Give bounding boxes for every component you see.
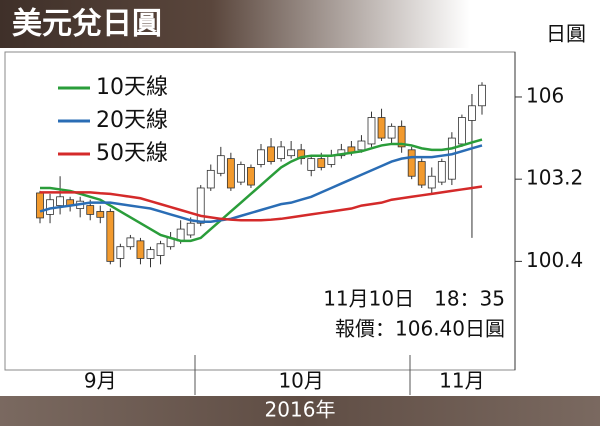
- candle-body: [156, 243, 165, 256]
- candle-body: [287, 149, 296, 157]
- y-axis-label: 日圓: [546, 22, 586, 46]
- candle-body: [116, 246, 125, 259]
- y-tick-label: 100.4: [526, 248, 583, 272]
- candle-body: [427, 175, 436, 189]
- candle-body: [196, 187, 205, 224]
- x-tick-label: 9月: [84, 369, 117, 393]
- legend-label: 10天線: [96, 75, 168, 100]
- candle-body: [437, 161, 446, 183]
- ma-line: [39, 144, 483, 223]
- candle-body: [458, 117, 466, 145]
- candle-body: [226, 158, 235, 189]
- candle-body: [297, 149, 306, 160]
- candle-body: [367, 117, 376, 145]
- candle-body: [106, 211, 115, 262]
- candle-body: [317, 158, 326, 168]
- ma-line: [40, 185, 483, 222]
- candle-body: [96, 211, 105, 218]
- x-tick-label: 11月: [439, 369, 484, 393]
- candle-body: [86, 205, 95, 215]
- candle-body: [36, 192, 44, 219]
- candle-body: [307, 158, 316, 171]
- y-tick-label: 106: [526, 83, 564, 107]
- y-tick-label: 103.2: [526, 166, 583, 190]
- candle-body: [357, 140, 366, 151]
- candle-body: [327, 155, 336, 165]
- year-band: [0, 396, 600, 426]
- candle-body: [417, 161, 426, 186]
- candle-body: [216, 155, 225, 174]
- legend-label: 20天線: [96, 108, 168, 133]
- x-tick-label: 10月: [278, 369, 323, 393]
- candle-body: [126, 237, 135, 248]
- ma-line: [40, 138, 483, 243]
- candle-body: [397, 125, 406, 148]
- candle-body: [237, 164, 245, 183]
- candle-body: [447, 137, 456, 180]
- annotation: 報價：106.40日圓: [335, 317, 505, 341]
- candle-body: [277, 146, 285, 160]
- legend-label: 50天線: [96, 141, 168, 166]
- candle-body: [186, 222, 195, 236]
- x-axis-label: 2016年: [265, 398, 336, 422]
- candle-body: [257, 149, 265, 165]
- candle-body: [206, 169, 215, 189]
- candle-body: [387, 125, 396, 139]
- candle-body: [146, 249, 155, 259]
- title-bar: [0, 0, 470, 48]
- candle-body: [377, 117, 386, 139]
- candle-body: [247, 167, 255, 186]
- chart-title: 美元兌日圓: [12, 7, 162, 42]
- candle-body: [407, 149, 416, 177]
- candle-body: [478, 84, 486, 107]
- candle-body: [56, 196, 64, 206]
- candle-body: [267, 146, 275, 162]
- annotation: 11月10日 18：35: [323, 287, 505, 311]
- candle-body: [468, 105, 476, 121]
- candle-body: [136, 240, 145, 259]
